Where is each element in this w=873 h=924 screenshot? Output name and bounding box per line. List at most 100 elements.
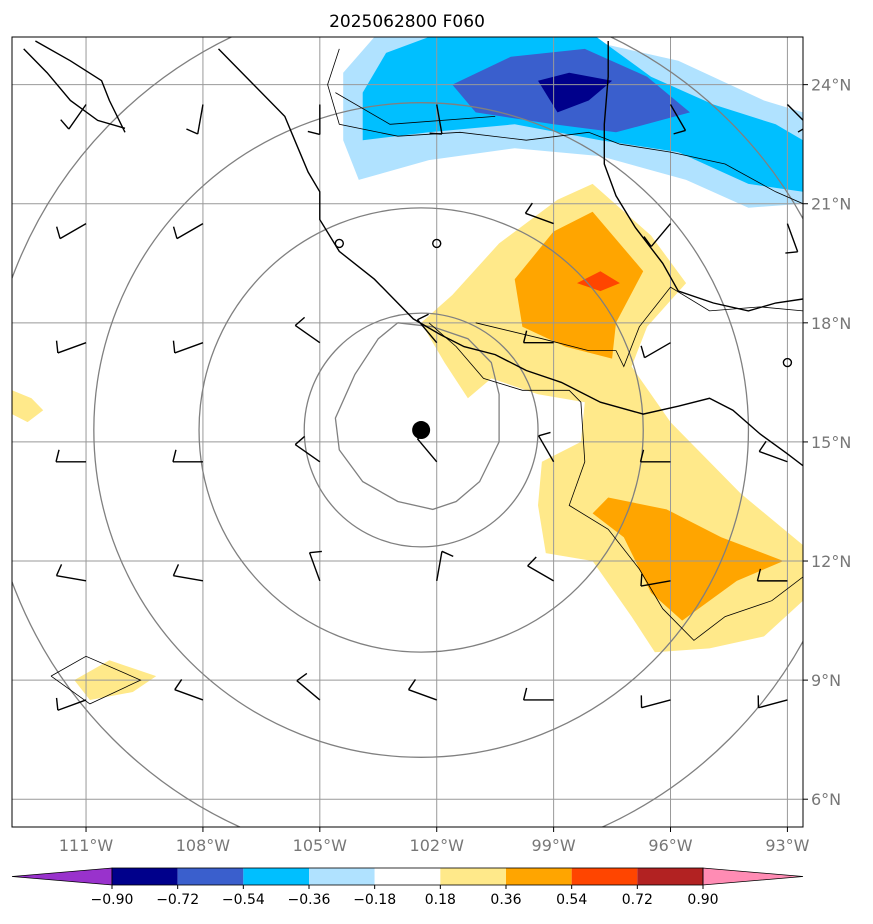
wind-barb [172, 222, 204, 240]
wind-barb [436, 550, 454, 581]
x-tick-label: 102°W [410, 836, 465, 855]
range-ring [198, 207, 644, 653]
wind-barb [294, 316, 321, 344]
shade-region [592, 497, 784, 621]
colorbar-label: −0.36 [288, 892, 331, 908]
border-line [428, 322, 803, 641]
shade-region [577, 271, 620, 292]
colorbar: −0.90 −0.72 −0.54 −0.36 −0.18 0.18 0.36 0.54 0.7… [11, 867, 804, 908]
border-line [335, 92, 496, 125]
wind-barb [429, 104, 443, 135]
wind-barb [60, 104, 87, 130]
shade-region [514, 211, 644, 359]
wind-barb [640, 342, 671, 359]
x-tick-label: 96°W [648, 836, 692, 855]
wind-barb [296, 672, 321, 701]
wind-barb [172, 340, 204, 354]
wind-barb [640, 695, 671, 709]
x-tick-label: 93°W [765, 836, 809, 855]
y-tick-label: 12°N [811, 552, 851, 571]
wind-barb [186, 104, 204, 135]
map-frame [11, 36, 804, 828]
wind-barb [785, 223, 799, 254]
wind-barb [669, 104, 687, 135]
wind-barb [55, 222, 87, 240]
colorbar-label: 0.18 [425, 892, 456, 908]
political-borders [50, 48, 803, 705]
y-tick-label: 18°N [811, 314, 851, 333]
shading-layer [12, 37, 803, 700]
wind-barb [174, 679, 204, 701]
shade-region [12, 390, 44, 423]
range-ring [93, 102, 750, 758]
colorbar-segment [571, 868, 638, 885]
colorbar-label: −0.54 [222, 892, 265, 908]
colorbar-label: −0.72 [156, 892, 199, 908]
border-line [475, 286, 803, 368]
longitude-ticks: 111°W 108°W 105°W 102°W 99°W 96°W 93°W [59, 827, 810, 855]
wind-barb [416, 313, 438, 344]
island [334, 238, 345, 249]
wind-barb [172, 564, 204, 582]
wind-barb [55, 449, 87, 463]
wind-barb [308, 550, 322, 582]
coastline [603, 41, 803, 312]
x-tick-label: 105°W [293, 836, 348, 855]
coastline [23, 48, 126, 129]
wind-barb [757, 695, 788, 709]
x-tick-label: 99°W [532, 836, 576, 855]
wind-barb [527, 556, 554, 582]
wind-barb [522, 687, 554, 701]
x-tick-label: 108°W [176, 836, 231, 855]
shade-region [538, 72, 613, 113]
wind-barb [55, 340, 87, 354]
wind-barb [522, 330, 554, 344]
colorbar-segment [506, 868, 572, 885]
wind-barb [55, 697, 87, 711]
gridlines [12, 37, 803, 827]
colorbar-label: 0.36 [490, 892, 521, 908]
wind-barb [294, 435, 321, 463]
wind-barb [786, 103, 803, 133]
border-line [50, 655, 142, 705]
colorbar-segment [637, 868, 703, 885]
wind-barb [758, 440, 788, 463]
colorbar-segment [309, 868, 375, 885]
wind-barbs [55, 103, 803, 711]
colorbar-segment [440, 868, 506, 885]
island [432, 238, 442, 249]
island [782, 357, 793, 368]
wind-barb [640, 573, 671, 587]
colorbar-segment [374, 868, 441, 885]
wind-barb [756, 568, 788, 582]
colorbar-label: −0.90 [91, 892, 134, 908]
wind-barb [172, 449, 203, 463]
border-line [327, 48, 803, 205]
wind-barb [538, 431, 555, 463]
y-tick-label: 6°N [811, 790, 841, 809]
colorbar-segment [177, 868, 244, 885]
colorbar-label: 0.72 [622, 892, 653, 908]
wind-barb [643, 223, 672, 248]
colorbar-label: 0.90 [687, 892, 718, 908]
y-tick-label: 9°N [811, 671, 841, 690]
colorbar-segment [243, 868, 309, 885]
colorbar-extend-low [11, 867, 113, 886]
y-tick-label: 15°N [811, 433, 851, 452]
wind-barb [307, 104, 321, 136]
wind-barb [55, 564, 87, 582]
wind-barb [524, 202, 554, 225]
wind-barb [407, 679, 437, 701]
y-tick-label: 21°N [811, 195, 851, 214]
colorbar-frame [111, 867, 704, 886]
colorbar-label: −0.18 [353, 892, 396, 908]
center-marker-layer [412, 421, 431, 440]
coastline [35, 40, 126, 133]
map-area [12, 37, 803, 827]
colorbar-label: 0.54 [556, 892, 587, 908]
y-tick-label: 24°N [811, 76, 851, 95]
storm-center-marker [412, 421, 431, 440]
latitude-ticks: 6°N 9°N 12°N 15°N 18°N 21°N 24°N [803, 76, 851, 809]
x-tick-label: 111°W [59, 836, 114, 855]
